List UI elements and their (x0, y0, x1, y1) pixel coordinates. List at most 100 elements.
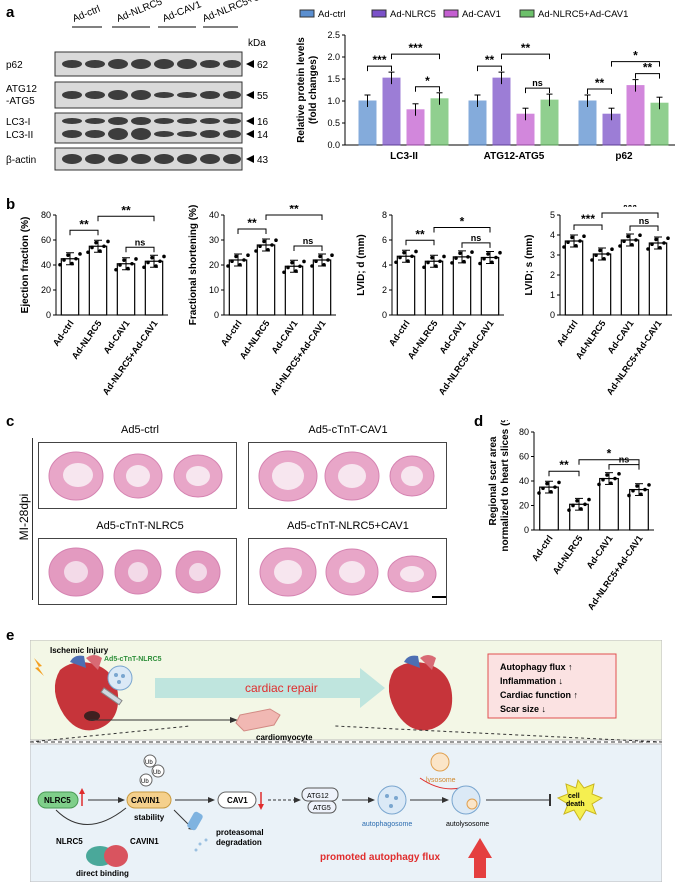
legend-swatch-2 (443, 9, 459, 18)
svg-text:death: death (566, 801, 585, 808)
a-ytick-5: 2.5 (327, 30, 340, 40)
svg-b0-ytick-1: 20 (41, 285, 51, 295)
svg-b0-dot-1-2 (94, 240, 98, 245)
a-xlabel-2: p62 (615, 151, 633, 162)
svg-d-dot-0-5 (557, 480, 561, 485)
a-sig-0-0-bracket (367, 65, 392, 72)
syringe-icon (100, 687, 123, 706)
a-ytick-3: 1.5 (327, 74, 340, 84)
svg-b0-sig-1: ** (121, 205, 131, 217)
svg-b3-dot-1-1 (594, 253, 598, 257)
svg-b3-sig-1-bracket (601, 212, 659, 218)
svg-text:NLRC5: NLRC5 (44, 796, 71, 805)
svg-b0-dot-2-3 (126, 266, 130, 271)
svg-b3-dot-1-4 (606, 252, 610, 256)
svg-b3-sig-1: *** (623, 205, 637, 214)
svg-b0-ylabel: Ejection fraction (%) (20, 217, 31, 314)
svg-b3-dot-0-4 (578, 239, 582, 243)
svg-d-sig-0: ** (559, 458, 569, 472)
svg-b1-sig-1: ** (289, 205, 299, 216)
svg-b1-sig-2-bracket (293, 245, 323, 251)
chart-fractional-shortening: 0 10 20 30 40 Fractional shortening (%) Ad-ctr… (188, 205, 336, 397)
svg-b2-sig-2-bracket (461, 242, 491, 248)
svg-b0-dot-1-0 (86, 250, 90, 255)
title-ad5-ctrl: Ad5-ctrl (121, 424, 159, 436)
a-sig-1-0-bracket (477, 65, 502, 72)
kda-62: 62 (257, 60, 269, 71)
svg-b1-dot-3-2 (318, 254, 322, 259)
svg-b0-dot-0-0 (58, 262, 62, 267)
svg-b3-dot-1-3 (602, 257, 606, 261)
svg-b3-xlabel-3: Ad-NLRC5+Ad-CAV1 (605, 318, 664, 396)
panel-label-a: a (6, 4, 15, 21)
svg-b1-dot-2-5 (302, 259, 306, 264)
svg-d-ytick-2: 40 (519, 476, 529, 486)
blot-strip-atg (54, 81, 243, 109)
virus-icon (107, 665, 133, 691)
svg-b0-dot-1-4 (102, 244, 106, 249)
svg-b3-dot-0-2 (570, 235, 574, 240)
svg-b2-ytick-3: 6 (382, 235, 387, 245)
svg-b3-dot-3-4 (662, 241, 666, 245)
svg-b3-dot-2-0 (618, 244, 622, 248)
svg-b2-dot-0-4 (410, 254, 414, 259)
svg-b2-dot-0-5 (414, 249, 418, 254)
svg-b0-dot-0-4 (74, 256, 78, 261)
svg-b3-ytick-1: 1 (550, 290, 555, 300)
svg-b2-dot-2-1 (454, 256, 458, 260)
svg-b1-sig-0-bracket (237, 228, 267, 234)
a-sig-1-2: ns (532, 78, 543, 88)
svg-b2-dot-2-5 (470, 250, 474, 254)
autophagosome-icon (377, 785, 407, 815)
svg-b0-dot-2-5 (134, 257, 138, 261)
svg-b0-bar-1 (88, 245, 108, 316)
svg-d-dot-2-4 (613, 476, 617, 481)
svg-b1-dot-2-1 (286, 265, 290, 270)
svg-b2-dot-2-4 (466, 255, 470, 259)
svg-b0-bar-0 (60, 258, 80, 316)
svg-b1-dot-1-5 (274, 238, 278, 242)
svg-b1-sig-0: ** (247, 216, 257, 230)
svg-b1-dot-1-4 (270, 243, 274, 247)
svg-d-sig-1-bracket (578, 459, 640, 465)
svg-d-dot-0-2 (545, 481, 549, 486)
svg-b3-dot-1-2 (598, 248, 602, 253)
a-sig-2-0-bracket (587, 88, 612, 94)
svg-b1-dot-0-5 (246, 253, 250, 257)
svg-d-dot-1-5 (587, 497, 591, 502)
autolysosome-label: autolysosome (446, 821, 489, 828)
svg-b0-dot-0-1 (62, 258, 66, 262)
svg-text:Ub: Ub (141, 779, 149, 785)
svg-d-dot-1-2 (575, 498, 579, 503)
slices-nlrc5-cav1 (248, 538, 447, 605)
legend-swatch-0 (299, 9, 315, 18)
svg-b3-sig-0-bracket (573, 224, 603, 230)
title-nlrc5: Ad5-cTnT-NLRC5 (96, 520, 184, 532)
svg-d-dot-1-0 (567, 508, 571, 512)
svg-b2-bar-3 (480, 256, 500, 316)
a-xlabel-0: LC3-II (390, 151, 418, 162)
svg-b0-dot-3-5 (162, 254, 166, 259)
svg-b2-ytick-4: 8 (382, 210, 387, 220)
a-sig-2-1: * (633, 49, 638, 63)
kda-label: kDa (248, 38, 266, 49)
svg-b2-sig-0-bracket (405, 239, 435, 246)
svg-d-dot-3-0 (627, 493, 631, 498)
svg-b3-dot-3-1 (650, 242, 654, 246)
a-sig-2-1-bracket (611, 61, 660, 67)
svg-b1-dot-2-0 (282, 270, 286, 275)
kda-43: 43 (257, 155, 269, 166)
svg-d-ytick-4: 80 (519, 427, 529, 437)
svg-b3-bar-1 (592, 253, 612, 316)
band-label-atg12: ATG12 (6, 84, 37, 95)
svg-b0-sig-0: ** (79, 217, 89, 231)
outcome-list: Autophagy flux ↑ Inflammation ↓ Cardiac … (500, 662, 578, 714)
svg-d-ytick-1: 20 (519, 501, 529, 511)
svg-b1-dot-3-3 (322, 263, 326, 267)
a-ylabel: Relative protein levels(fold changes) (296, 37, 319, 143)
svg-b0-dot-2-0 (114, 267, 118, 272)
svg-b1-dot-3-4 (326, 258, 330, 262)
svg-b1-ytick-0: 0 (214, 310, 219, 320)
cavin1-node (126, 791, 172, 809)
